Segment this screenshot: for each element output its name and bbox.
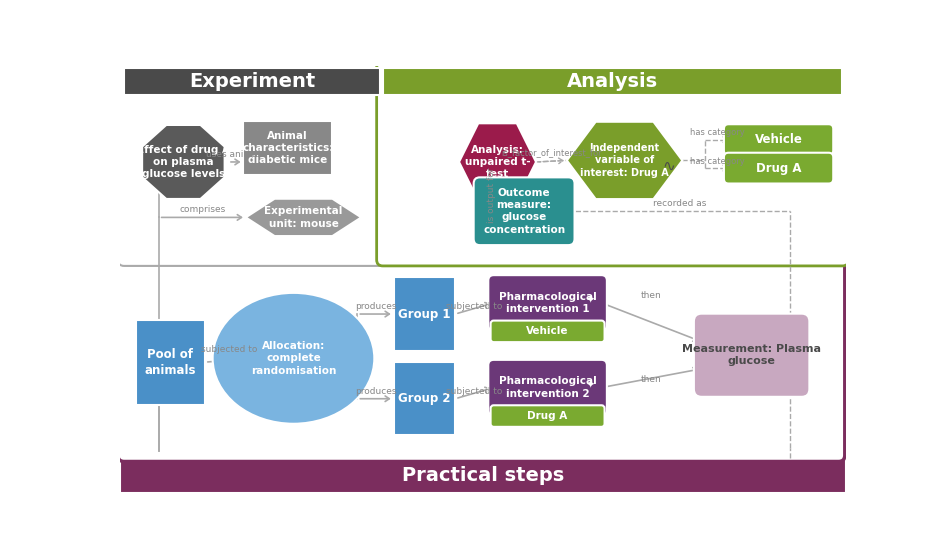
Text: Analysis:
unpaired t-
test: Analysis: unpaired t- test (465, 145, 530, 179)
Text: ∿: ∿ (663, 159, 675, 174)
Bar (383, 68, 842, 95)
Text: Experiment: Experiment (190, 71, 315, 91)
Text: Animal
characteristics:
diabetic mice: Animal characteristics: diabetic mice (242, 131, 334, 166)
Text: is output for: is output for (487, 167, 496, 223)
Text: Group 1: Group 1 (398, 307, 451, 321)
Text: Vehicle: Vehicle (754, 133, 802, 146)
Text: produces: produces (355, 387, 396, 396)
FancyBboxPatch shape (473, 177, 574, 245)
Text: Effect of drug A
on plasma
glucose levels: Effect of drug A on plasma glucose level… (137, 145, 230, 179)
FancyBboxPatch shape (724, 124, 834, 155)
Text: ✦: ✦ (586, 295, 595, 305)
Text: comprises: comprises (179, 206, 225, 214)
FancyBboxPatch shape (724, 153, 834, 183)
Text: Outcome
measure:
glucose
concentration: Outcome measure: glucose concentration (483, 188, 565, 235)
Text: Group 2: Group 2 (398, 392, 451, 405)
FancyBboxPatch shape (490, 406, 604, 427)
Text: subjected to: subjected to (446, 387, 503, 396)
Text: recorded as: recorded as (653, 199, 706, 208)
Ellipse shape (212, 293, 374, 424)
Polygon shape (246, 199, 361, 236)
Bar (243, 121, 332, 175)
Bar (124, 68, 380, 95)
FancyBboxPatch shape (694, 314, 809, 397)
FancyBboxPatch shape (118, 62, 387, 266)
Text: then: then (641, 291, 662, 300)
Polygon shape (567, 122, 683, 199)
Text: Vehicle: Vehicle (526, 326, 569, 336)
Text: Pharmacological
intervention 1: Pharmacological intervention 1 (499, 291, 597, 314)
Bar (393, 362, 455, 435)
Text: Independent
variable of
interest: Drug A: Independent variable of interest: Drug A (580, 143, 669, 178)
Polygon shape (459, 124, 536, 201)
Text: Measurement: Plasma
glucose: Measurement: Plasma glucose (682, 344, 821, 366)
Text: Experimental
unit: mouse: Experimental unit: mouse (264, 206, 342, 229)
FancyBboxPatch shape (488, 275, 607, 331)
FancyBboxPatch shape (376, 62, 849, 266)
FancyBboxPatch shape (488, 360, 607, 416)
FancyBboxPatch shape (118, 256, 845, 461)
Text: Drug A: Drug A (756, 162, 802, 175)
Text: Pool of
animals: Pool of animals (144, 348, 196, 377)
Text: Practical steps: Practical steps (402, 466, 565, 485)
FancyBboxPatch shape (490, 321, 604, 342)
Text: subjected to: subjected to (201, 345, 257, 353)
Text: has category: has category (689, 129, 744, 137)
Polygon shape (142, 125, 224, 199)
Bar (136, 320, 205, 404)
Text: subjected to: subjected to (446, 302, 503, 311)
Text: is_factor_of_interest_for: is_factor_of_interest_for (501, 148, 602, 157)
Text: then: then (641, 376, 662, 384)
Text: Pharmacological
intervention 2: Pharmacological intervention 2 (499, 376, 597, 399)
Text: Drug A: Drug A (527, 411, 568, 421)
Text: Allocation:
complete
randomisation: Allocation: complete randomisation (251, 341, 336, 376)
Text: produces: produces (355, 302, 396, 311)
Bar (393, 278, 455, 351)
Text: Analysis: Analysis (567, 71, 658, 91)
Text: has category: has category (689, 157, 744, 166)
Bar (121, 458, 847, 493)
Text: uses animals: uses animals (207, 150, 265, 159)
Text: ✦: ✦ (586, 379, 595, 389)
